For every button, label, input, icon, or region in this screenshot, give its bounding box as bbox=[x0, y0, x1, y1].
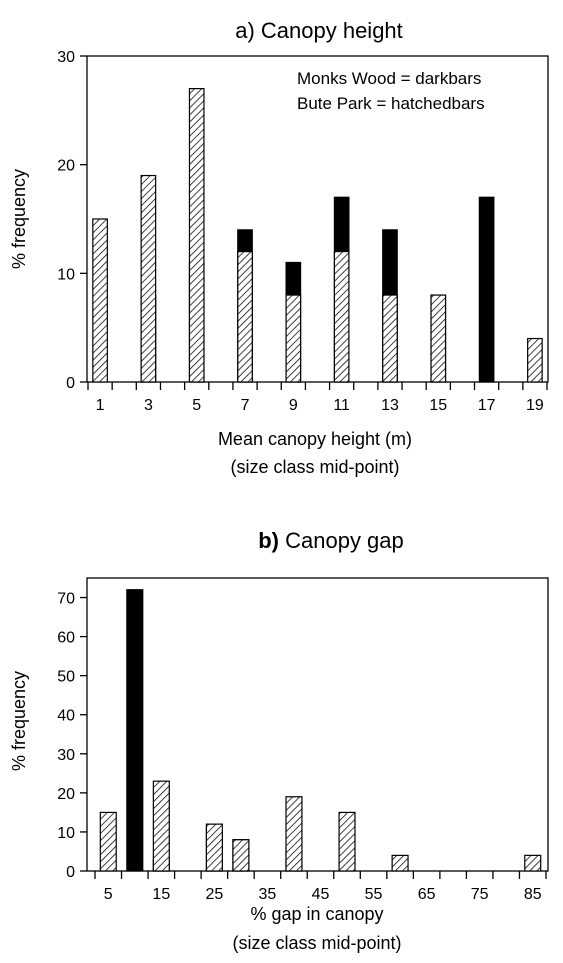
chart-b-y-tick-label: 50 bbox=[57, 669, 75, 686]
chart-b-x-axis-sublabel: (size class mid-point) bbox=[232, 933, 401, 953]
chart-a-title: a) Canopy height bbox=[235, 18, 403, 43]
chart-b-y-tick-label: 20 bbox=[57, 786, 75, 803]
chart-b-bar-bute-park bbox=[338, 811, 356, 872]
chart-b-x-tick-label: 65 bbox=[418, 886, 436, 903]
chart-a-x-axis-sublabel: (size class mid-point) bbox=[230, 457, 399, 477]
chart-b-y-tick-label: 60 bbox=[57, 630, 75, 647]
chart-a-bar-bute-park bbox=[285, 294, 302, 383]
chart-b-y-tick-label: 0 bbox=[66, 864, 75, 881]
chart-a-x-tick-label: 11 bbox=[333, 397, 350, 414]
chart-a-x-tick-label: 7 bbox=[241, 397, 250, 414]
chart-b-y-axis-label: % frequency bbox=[9, 671, 29, 771]
chart-b-y-tick-label: 70 bbox=[57, 591, 75, 608]
chart-b-title: b) Canopy gap bbox=[258, 528, 404, 553]
chart-a-bar-bute-park bbox=[382, 294, 398, 383]
chart-a-bar-bute-park bbox=[188, 87, 205, 383]
chart-b-bar-bute-park bbox=[391, 854, 409, 872]
chart-a-x-tick-label: 19 bbox=[526, 397, 544, 414]
chart-b-bar-monks-wood bbox=[126, 589, 144, 872]
chart-a-x-tick-label: 1 bbox=[96, 397, 105, 414]
chart-a-bar-bute-park bbox=[140, 174, 157, 383]
chart-a-legend-line-1: Monks Wood = darkbars bbox=[297, 69, 481, 88]
chart-b-bar-bute-park bbox=[232, 839, 250, 872]
chart-b-y-tick-label: 40 bbox=[57, 708, 75, 725]
chart-b-bar-bute-park bbox=[285, 796, 303, 872]
chart-b-x-tick-label: 55 bbox=[365, 886, 383, 903]
chart-b-y-tick-label: 10 bbox=[57, 825, 75, 842]
chart-a-x-tick-label: 3 bbox=[144, 397, 153, 414]
chart-b-plot-frame bbox=[86, 577, 549, 872]
chart-b-x-tick-label: 25 bbox=[205, 886, 223, 903]
chart-b-bar-bute-park bbox=[205, 823, 223, 872]
chart-a-y-tick-label: 0 bbox=[66, 375, 75, 392]
chart-a-bar-bute-park bbox=[333, 251, 350, 383]
chart-a-plot-frame bbox=[86, 55, 549, 383]
canopy-height-chart: a) Canopy height Monks Wood = darkbars B… bbox=[9, 18, 549, 477]
chart-a-x-tick-label: 17 bbox=[478, 397, 496, 414]
chart-b-bar-bute-park bbox=[152, 780, 170, 872]
chart-a-x-tick-label: 5 bbox=[192, 397, 201, 414]
chart-b-bar-bute-park bbox=[99, 811, 117, 872]
chart-b-bar-bute-park bbox=[524, 854, 542, 872]
canopy-gap-chart: b) Canopy gap % frequency % gap in canop… bbox=[9, 528, 549, 953]
chart-a-bar-bute-park bbox=[527, 337, 543, 383]
chart-a-x-tick-label: 9 bbox=[289, 397, 298, 414]
chart-a-x-tick-label: 13 bbox=[381, 397, 399, 414]
chart-b-x-tick-label: 45 bbox=[312, 886, 330, 903]
chart-a-y-tick-label: 10 bbox=[57, 266, 75, 283]
chart-a-y-tick-label: 30 bbox=[57, 49, 75, 66]
chart-b-x-tick-label: 5 bbox=[104, 886, 113, 903]
chart-a-bar-bute-park bbox=[237, 251, 253, 383]
chart-b-x-tick-label: 35 bbox=[259, 886, 277, 903]
chart-a-x-tick-label: 15 bbox=[429, 397, 447, 414]
chart-a-bar-bute-park bbox=[92, 218, 108, 383]
chart-a-y-tick-label: 20 bbox=[57, 158, 75, 175]
chart-a-bar-bute-park bbox=[430, 294, 447, 383]
chart-b-x-tick-label: 85 bbox=[524, 886, 542, 903]
chart-b-x-axis-label: % gap in canopy bbox=[250, 904, 383, 924]
chart-b-x-tick-label: 75 bbox=[471, 886, 489, 903]
chart-a-y-axis-label: % frequency bbox=[9, 169, 29, 269]
chart-b-y-tick-label: 30 bbox=[57, 747, 75, 764]
chart-b-x-tick-label: 15 bbox=[152, 886, 170, 903]
chart-a-bar-monks-wood bbox=[478, 196, 495, 383]
chart-a-x-axis-label: Mean canopy height (m) bbox=[218, 429, 412, 449]
chart-a-legend-line-2: Bute Park = hatchedbars bbox=[297, 94, 485, 113]
